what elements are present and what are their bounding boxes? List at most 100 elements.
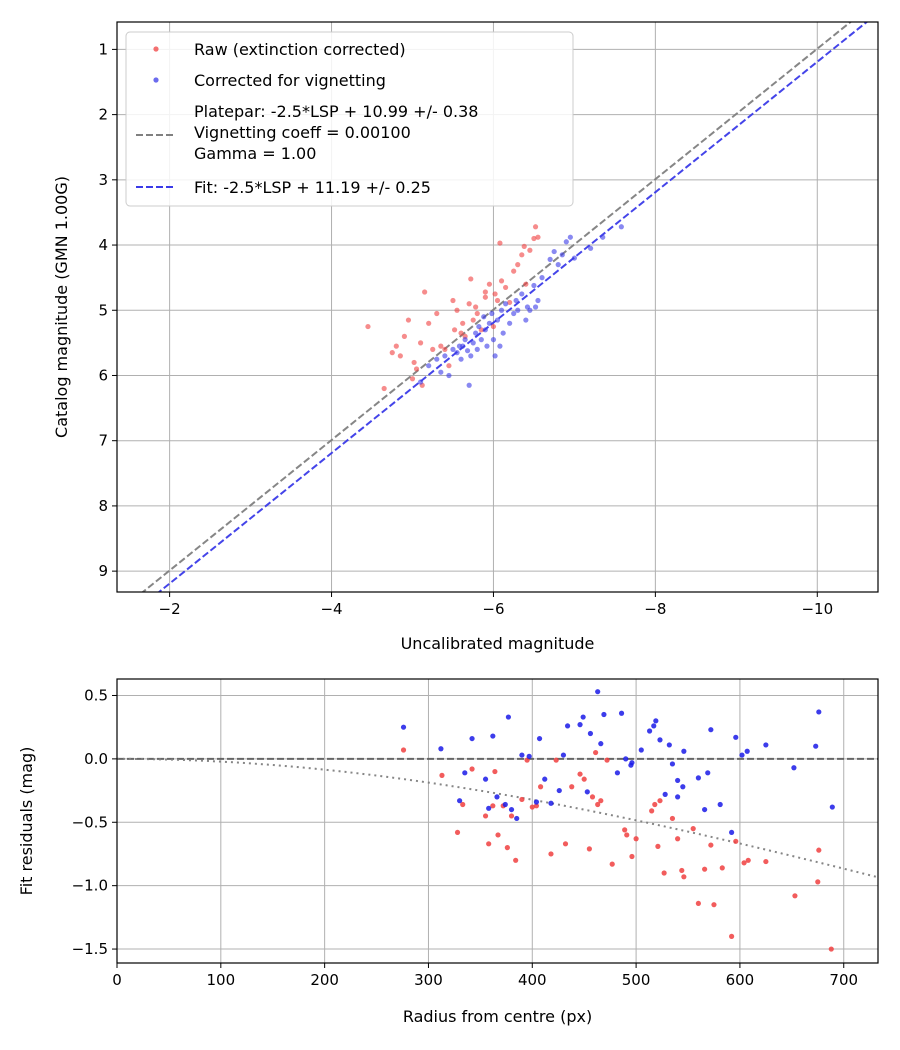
- corrected-point: [598, 741, 604, 747]
- y-tick-label: 6: [98, 366, 108, 384]
- raw-point: [515, 262, 521, 268]
- raw-point: [482, 294, 488, 300]
- corrected-point: [478, 337, 484, 343]
- corrected-point: [556, 787, 562, 794]
- corrected-point: [519, 291, 525, 297]
- corrected-point: [813, 743, 819, 749]
- corrected-point: [702, 806, 708, 813]
- corrected-point: [542, 776, 548, 782]
- raw-point: [633, 836, 639, 842]
- x-tick-label: 700: [829, 971, 858, 989]
- raw-point: [492, 291, 498, 297]
- corrected-point: [457, 798, 463, 804]
- raw-point: [569, 784, 575, 790]
- corrected-point: [462, 337, 468, 343]
- raw-point: [604, 757, 610, 763]
- raw-point: [417, 340, 424, 346]
- raw-point: [828, 946, 834, 952]
- corrected-point: [563, 239, 569, 245]
- raw-point: [494, 297, 501, 304]
- plot-area: [117, 689, 878, 952]
- raw-point: [581, 776, 587, 782]
- corrected-point: [600, 234, 606, 240]
- raw-point: [389, 350, 395, 356]
- raw-point: [719, 865, 725, 871]
- axes-frame: [116, 21, 879, 593]
- corrected-point: [535, 297, 541, 304]
- corrected-point: [733, 734, 739, 740]
- raw-point: [511, 268, 517, 274]
- corrected-point: [536, 735, 543, 742]
- corrected-point: [791, 765, 797, 771]
- raw-point: [792, 893, 798, 899]
- corrected-point: [551, 248, 557, 255]
- raw-point: [562, 841, 569, 847]
- raw-point: [655, 843, 661, 849]
- raw-point: [473, 304, 479, 310]
- legend-corrected-marker: [153, 77, 159, 83]
- raw-point: [649, 808, 655, 814]
- raw-point: [733, 838, 739, 844]
- corrected-point: [629, 760, 635, 766]
- raw-point: [490, 803, 496, 809]
- legend-platepar-label: Platepar: -2.5*LSP + 10.99 +/- 0.38: [194, 102, 478, 121]
- corrected-point: [560, 752, 567, 758]
- x-tick-label: −6: [482, 600, 504, 618]
- corrected-point: [500, 330, 506, 336]
- raw-point: [450, 297, 456, 304]
- raw-point: [519, 796, 525, 803]
- y-tick-label: 0.5: [84, 686, 108, 704]
- raw-point: [400, 747, 407, 753]
- corrected-point: [547, 256, 553, 262]
- corrected-point: [763, 742, 769, 748]
- raw-point: [497, 240, 503, 246]
- corrected-point: [675, 794, 681, 800]
- corrected-point: [502, 801, 508, 808]
- corrected-point: [494, 317, 501, 323]
- corrected-point: [614, 770, 621, 776]
- x-tick-label: 200: [310, 971, 339, 989]
- raw-point: [609, 861, 615, 867]
- raw-point: [470, 317, 476, 323]
- raw-point: [482, 813, 489, 819]
- raw-point: [401, 333, 407, 339]
- corrected-point: [584, 789, 590, 795]
- corrected-point: [744, 748, 750, 754]
- legend-raw-marker: [153, 46, 159, 52]
- raw-point: [442, 346, 448, 352]
- corrected-point: [426, 363, 432, 369]
- raw-point: [661, 870, 667, 876]
- corrected-point: [564, 723, 571, 729]
- raw-point: [482, 289, 488, 295]
- corrected-point: [527, 307, 533, 313]
- raw-point: [589, 794, 596, 800]
- corrected-point: [681, 748, 687, 754]
- raw-point: [763, 858, 769, 865]
- legend-raw-label: Raw (extinction corrected): [194, 40, 406, 59]
- legend-platepar-label: Vignetting coeff = 0.00100: [194, 123, 411, 142]
- raw-point: [529, 804, 535, 810]
- vignetting-model-line: [117, 757, 878, 878]
- corrected-point: [474, 346, 480, 352]
- corrected-point: [601, 711, 607, 718]
- legend-platepar-label: Gamma = 1.00: [194, 144, 316, 163]
- raw-point: [503, 284, 509, 291]
- corrected-point: [438, 369, 444, 375]
- raw-point: [468, 276, 474, 282]
- raw-point: [504, 845, 510, 851]
- corrected-point: [486, 805, 492, 811]
- corrected-point: [507, 320, 513, 326]
- raw-point: [454, 307, 460, 313]
- raw-point: [629, 853, 635, 860]
- platepar-line: [141, 22, 853, 592]
- raw-point: [393, 343, 399, 349]
- corrected-point: [514, 815, 520, 822]
- corrected-point: [503, 301, 509, 307]
- y-tick-label: 0.0: [84, 750, 108, 768]
- raw-point: [460, 320, 466, 326]
- x-tick-label: 300: [414, 971, 443, 989]
- raw-point: [681, 874, 687, 880]
- raw-point: [622, 827, 628, 833]
- corrected-point: [468, 353, 474, 359]
- corrected-point: [482, 776, 489, 782]
